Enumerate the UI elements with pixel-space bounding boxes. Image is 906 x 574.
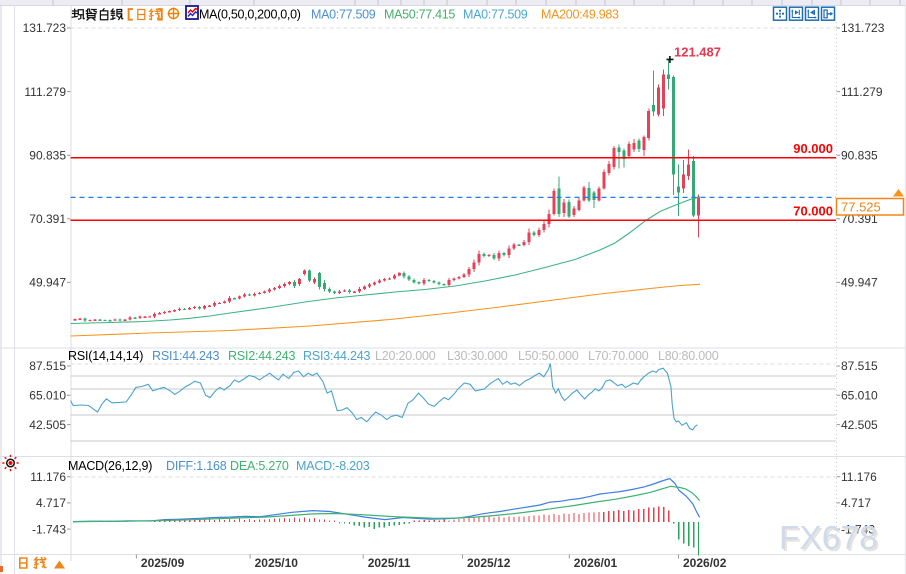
svg-text:4.717: 4.717 bbox=[36, 496, 66, 510]
svg-text:RSI(14,14,14): RSI(14,14,14) bbox=[68, 349, 143, 363]
svg-text:MA(0,50,0,200,0,0): MA(0,50,0,200,0,0) bbox=[199, 8, 301, 22]
svg-text:77.525: 77.525 bbox=[841, 200, 881, 215]
svg-text:42.505: 42.505 bbox=[29, 418, 66, 432]
svg-text:MACD:-8.203: MACD:-8.203 bbox=[296, 459, 370, 473]
svg-text:2025/12: 2025/12 bbox=[467, 556, 511, 570]
svg-text:FX678: FX678 bbox=[779, 520, 878, 557]
svg-text:L30:30.000: L30:30.000 bbox=[447, 349, 508, 363]
svg-text:131.723: 131.723 bbox=[841, 21, 885, 35]
svg-text:FX678: FX678 bbox=[781, 522, 880, 559]
svg-text:131.723: 131.723 bbox=[23, 21, 67, 35]
svg-text:49.947: 49.947 bbox=[841, 276, 878, 290]
svg-text:-1.743: -1.743 bbox=[841, 522, 875, 536]
svg-text:RSI3:44.243: RSI3:44.243 bbox=[303, 349, 371, 363]
svg-text:RSI2:44.243: RSI2:44.243 bbox=[228, 349, 296, 363]
svg-text:2025/10: 2025/10 bbox=[255, 556, 299, 570]
svg-text:11.176: 11.176 bbox=[30, 470, 66, 484]
svg-text:49.947: 49.947 bbox=[29, 276, 66, 290]
svg-text:L70:70.000: L70:70.000 bbox=[588, 349, 649, 363]
svg-text:90.835: 90.835 bbox=[29, 148, 66, 162]
svg-text:87.515: 87.515 bbox=[29, 359, 66, 373]
svg-text:L80:80.000: L80:80.000 bbox=[658, 349, 719, 363]
svg-text:65.010: 65.010 bbox=[841, 388, 878, 402]
svg-text:11.176: 11.176 bbox=[841, 470, 877, 484]
svg-text:MA0:77.509: MA0:77.509 bbox=[311, 8, 376, 22]
svg-text:87.515: 87.515 bbox=[841, 359, 878, 373]
svg-text:L20:20.000: L20:20.000 bbox=[375, 349, 436, 363]
svg-text:2025/09: 2025/09 bbox=[141, 556, 185, 570]
svg-text:DEA:5.270: DEA:5.270 bbox=[230, 459, 289, 473]
svg-text:70.391: 70.391 bbox=[29, 212, 66, 226]
svg-text:4.717: 4.717 bbox=[841, 496, 871, 510]
svg-text:65.010: 65.010 bbox=[29, 388, 66, 402]
svg-text:70.000: 70.000 bbox=[793, 204, 833, 219]
svg-text:2026/02: 2026/02 bbox=[683, 556, 727, 570]
svg-text:RSI1:44.243: RSI1:44.243 bbox=[152, 349, 220, 363]
svg-text:42.505: 42.505 bbox=[841, 418, 878, 432]
svg-text:90.835: 90.835 bbox=[841, 148, 878, 162]
svg-text:DIFF:1.168: DIFF:1.168 bbox=[166, 459, 227, 473]
svg-text:L50:50.000: L50:50.000 bbox=[518, 349, 579, 363]
svg-text:-1.743: -1.743 bbox=[32, 522, 66, 536]
svg-text:121.487: 121.487 bbox=[674, 45, 721, 60]
svg-text:MA50:77.415: MA50:77.415 bbox=[384, 8, 455, 22]
svg-text:111.279: 111.279 bbox=[24, 85, 66, 99]
svg-text:2026/01: 2026/01 bbox=[574, 556, 618, 570]
svg-text:MA0:77.509: MA0:77.509 bbox=[463, 8, 528, 22]
svg-text:MA200:49.983: MA200:49.983 bbox=[541, 8, 619, 22]
svg-text:90.000: 90.000 bbox=[793, 141, 833, 156]
svg-text:111.279: 111.279 bbox=[841, 85, 883, 99]
svg-text:MACD(26,12,9): MACD(26,12,9) bbox=[68, 459, 152, 473]
svg-text:2025/11: 2025/11 bbox=[368, 556, 411, 570]
